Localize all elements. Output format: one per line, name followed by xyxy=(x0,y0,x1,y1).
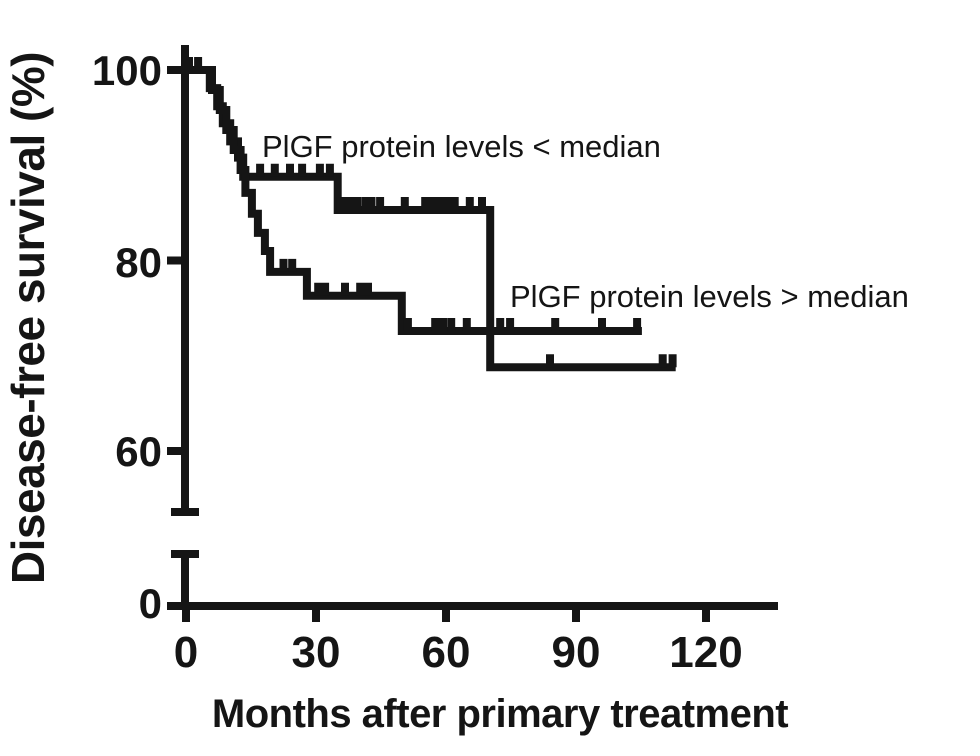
curve-label-below-median: PlGF protein levels < median xyxy=(262,129,661,164)
y-tick-labels: 100 80 60 0 xyxy=(92,47,162,627)
x-tick-label-120: 120 xyxy=(669,628,742,677)
x-tick-label-0: 0 xyxy=(174,628,198,677)
x-tick-label-60: 60 xyxy=(422,628,471,677)
y-tick-label-60: 60 xyxy=(115,428,162,475)
y-tick-label-100: 100 xyxy=(92,47,162,94)
y-axis-title: Disease-free survival (%) xyxy=(2,52,54,584)
x-tick-label-90: 90 xyxy=(552,628,601,677)
y-tick-label-0: 0 xyxy=(139,580,162,627)
x-tick-labels: 0 30 60 90 120 xyxy=(174,628,743,677)
axes xyxy=(167,45,778,622)
censor-marks-above-median xyxy=(279,258,642,331)
curve-label-above-median: PlGF protein levels > median xyxy=(510,279,909,314)
km-curve-above-median xyxy=(186,66,642,335)
survival-curves xyxy=(185,57,677,372)
censor-marks-below-median xyxy=(185,57,677,368)
x-axis-title: Months after primary treatment xyxy=(212,692,788,736)
x-tick-label-30: 30 xyxy=(292,628,341,677)
y-tick-label-80: 80 xyxy=(115,239,162,286)
